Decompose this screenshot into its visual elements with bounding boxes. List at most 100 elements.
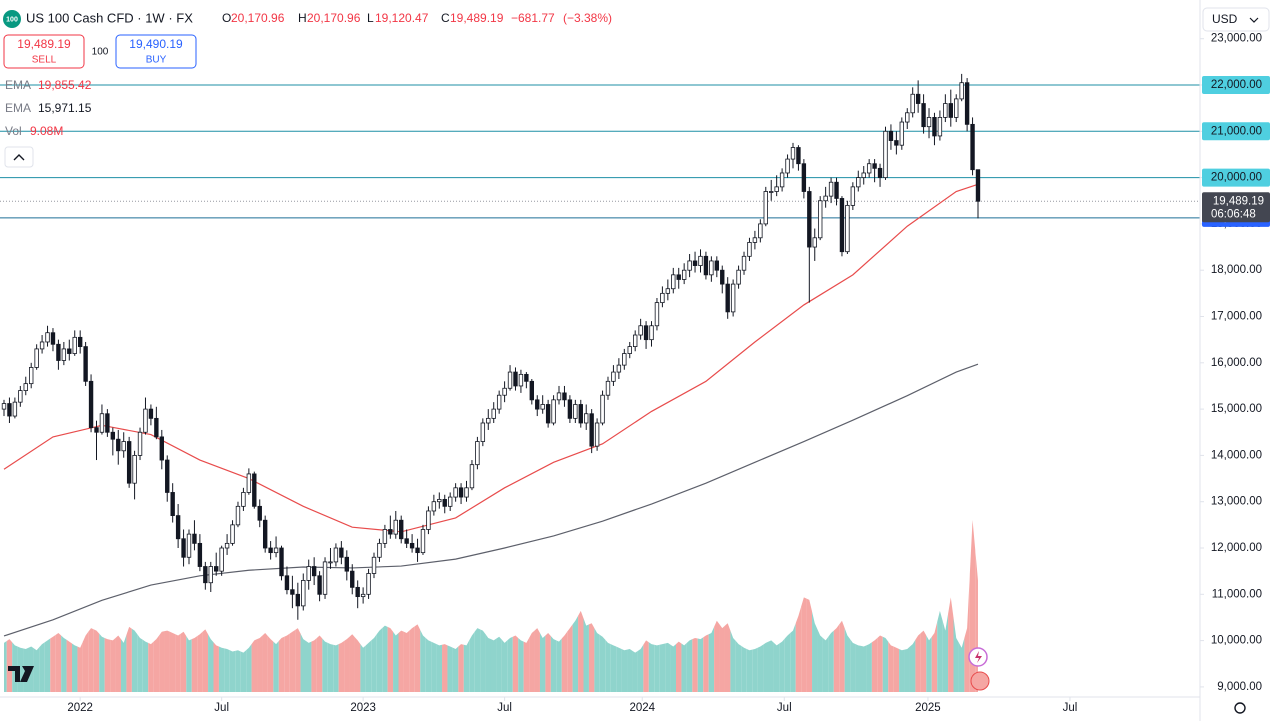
volume-area	[621, 649, 628, 692]
candle-body	[273, 547, 279, 554]
volume-area	[893, 646, 900, 692]
indicator-name[interactable]: EMA	[5, 78, 31, 92]
volume-area	[545, 633, 551, 692]
indicator-name[interactable]: Vol	[5, 124, 22, 138]
volume-area	[643, 640, 649, 692]
candle-body	[317, 575, 322, 595]
candle-body	[77, 336, 83, 348]
candle-body	[763, 191, 768, 225]
candle-body	[752, 237, 758, 243]
candle-body	[943, 103, 948, 118]
candle-body	[877, 167, 883, 179]
volume-area	[39, 642, 45, 692]
volume-area	[452, 646, 459, 692]
candle-body	[720, 269, 725, 285]
candle-body	[894, 140, 899, 146]
volume-area	[627, 649, 633, 692]
volume-area	[757, 644, 764, 692]
volume-area	[442, 644, 448, 692]
y-tick-label: 18,000.00	[1211, 264, 1262, 276]
volume-area	[953, 617, 959, 692]
volume-area	[768, 640, 774, 692]
volume-area	[88, 628, 94, 692]
candle-body	[350, 570, 355, 588]
candle-body	[464, 487, 469, 498]
indicator-name[interactable]: EMA	[5, 101, 31, 115]
candle-body	[371, 556, 377, 574]
volume-area	[371, 634, 377, 692]
candle-body	[921, 103, 926, 128]
volume-area	[311, 637, 317, 692]
plot-area	[0, 73, 1200, 692]
settings-icon[interactable]	[1234, 702, 1246, 714]
candle-body	[529, 380, 535, 401]
volume-area	[175, 633, 181, 692]
x-tick-label: Jul	[777, 702, 792, 714]
currency-button[interactable]	[1202, 7, 1270, 32]
candle-body	[154, 417, 159, 438]
candle-body	[295, 593, 301, 607]
economy-icon[interactable]	[970, 671, 990, 691]
volume-area	[501, 639, 508, 692]
candle-body	[469, 464, 475, 489]
volume-area	[828, 630, 834, 692]
candle-body	[801, 163, 807, 192]
candle-body	[437, 498, 442, 503]
volume-area	[561, 631, 568, 692]
candle-body	[899, 121, 905, 146]
volume-area	[72, 643, 78, 692]
volume-area	[599, 634, 606, 692]
candle-body	[649, 325, 654, 341]
volume-area	[632, 650, 638, 692]
volume-area	[714, 620, 720, 692]
volume-area	[605, 639, 611, 692]
candle-body	[224, 542, 230, 549]
volume-area	[148, 641, 154, 692]
candle-body	[540, 404, 545, 410]
candle-body	[774, 186, 779, 192]
volume-area	[246, 644, 252, 692]
volume-area	[142, 639, 149, 692]
volume-area	[937, 610, 943, 692]
candle-body	[61, 348, 67, 361]
x-tick-label: Jul	[214, 702, 229, 714]
volume-area	[131, 628, 138, 692]
volume-area	[365, 640, 372, 692]
levels	[0, 84, 1200, 219]
collapse-button[interactable]	[4, 146, 34, 168]
candle-body	[937, 117, 943, 137]
candle-body	[861, 172, 866, 179]
candle-body	[23, 383, 28, 391]
ohlc-value: 19,489.19	[450, 11, 504, 25]
candle-body	[834, 181, 839, 199]
candle-body	[88, 380, 94, 429]
ohlc-value: 20,170.96	[231, 11, 285, 25]
volume-area	[833, 624, 840, 692]
candle-body	[50, 332, 56, 345]
y-tick-label: 17,000.00	[1211, 311, 1262, 323]
tv-logo[interactable]	[8, 666, 34, 682]
candle-body	[627, 346, 632, 354]
candle-body	[83, 346, 88, 382]
volume-area	[670, 644, 677, 692]
candle-body	[241, 492, 246, 507]
buy-button[interactable]	[115, 34, 197, 69]
candle-body	[214, 566, 219, 572]
candle-body	[420, 529, 426, 554]
candle-body	[393, 519, 398, 535]
candle-body	[556, 392, 562, 401]
candle-body	[905, 112, 910, 123]
volume-area	[730, 630, 736, 692]
volume-area	[414, 624, 421, 692]
sell-button[interactable]	[3, 34, 85, 69]
candle-body	[573, 404, 578, 419]
volume-area	[676, 641, 682, 692]
symbol-title[interactable]: US 100 Cash CFD · 1W · FX	[26, 10, 193, 25]
volume-area	[572, 615, 579, 692]
candle-body	[910, 93, 915, 114]
volume-area	[931, 621, 938, 692]
candle-body	[790, 147, 796, 160]
volume-area	[61, 635, 67, 692]
volume-area	[447, 645, 453, 692]
candle-body	[964, 82, 970, 125]
